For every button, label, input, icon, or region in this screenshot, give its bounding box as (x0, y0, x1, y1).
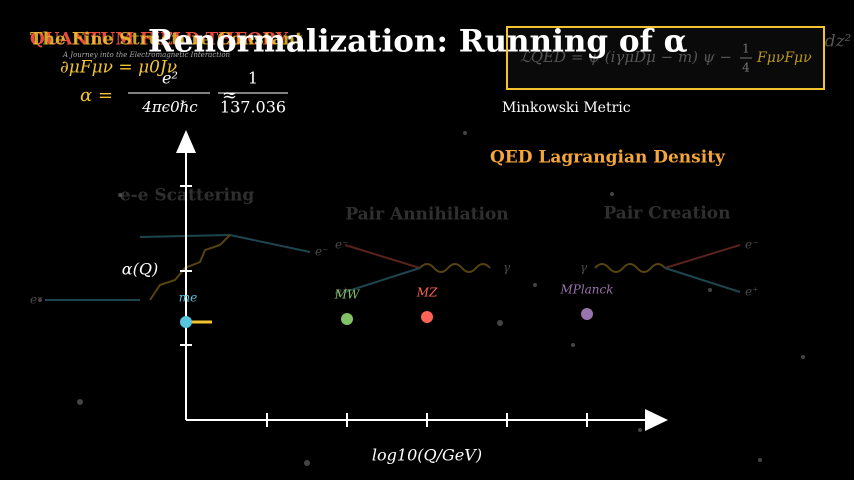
scale-point (341, 313, 353, 325)
axes (180, 150, 648, 427)
title: Renormalization: Running of α (148, 24, 688, 60)
particle: γ (580, 261, 588, 275)
particle: γ (503, 261, 511, 275)
point-label: me (179, 291, 197, 305)
x-axis-label: log10(Q/GeV) (372, 446, 482, 465)
diagram-title: e-e Scattering (120, 186, 255, 206)
maxwell-equation: ∂μFμν = μ0Jν (60, 58, 177, 78)
particle: e⁺ (745, 285, 758, 299)
alpha-numerator2: 1 (248, 69, 258, 88)
alpha-approx: ≈ (222, 85, 237, 106)
alpha-lhs: α = (80, 85, 113, 106)
subtitle: A Journey into the Electromagnetic Inter… (62, 51, 231, 59)
lagrangian-label: QED Lagrangian Density (490, 148, 726, 168)
lagrangian-denominator: 4 (742, 61, 750, 75)
scale-point (180, 316, 192, 328)
point-label: MPlanck (559, 283, 613, 297)
stars (38, 108, 805, 466)
particle: e⁻ (30, 293, 43, 307)
particle: e⁺ (335, 285, 348, 299)
alpha-denominator2: 137.036 (220, 98, 286, 117)
particle: e⁻ (315, 245, 328, 259)
scale-point (581, 308, 593, 320)
diagram-title: Pair Creation (603, 204, 730, 224)
alpha-numerator: e² (162, 69, 178, 88)
lagrangian-numerator: 1 (742, 42, 750, 56)
feynman-diagrams: e-e Scattering e⁻ e⁻ Pair Annihilation e… (30, 186, 758, 307)
alpha-denominator: 4πϵ0ℏc (141, 98, 198, 116)
diagram-title: Pair Annihilation (345, 205, 508, 225)
y-axis-label: α(Q) (122, 260, 158, 279)
particle: e⁻ (335, 238, 348, 252)
point-label: MW (334, 288, 361, 302)
point-label: MZ (416, 286, 438, 300)
lagrangian-lhs: ℒQED = ψ̄ (iγμDμ − m) ψ − (520, 48, 732, 66)
y-arrow (176, 130, 196, 153)
metric-label: Minkowski Metric (502, 100, 631, 116)
x-arrow (645, 409, 668, 431)
overlay-title: The Fine Structure Constant (30, 30, 303, 50)
lagrangian-rhs: FμνFμν (756, 50, 812, 66)
particle: e⁻ (745, 238, 758, 252)
lagrangian-box (506, 26, 825, 90)
overlay-title: QUANTUM FIELD THEORY (30, 30, 289, 50)
scale-point (421, 311, 433, 323)
